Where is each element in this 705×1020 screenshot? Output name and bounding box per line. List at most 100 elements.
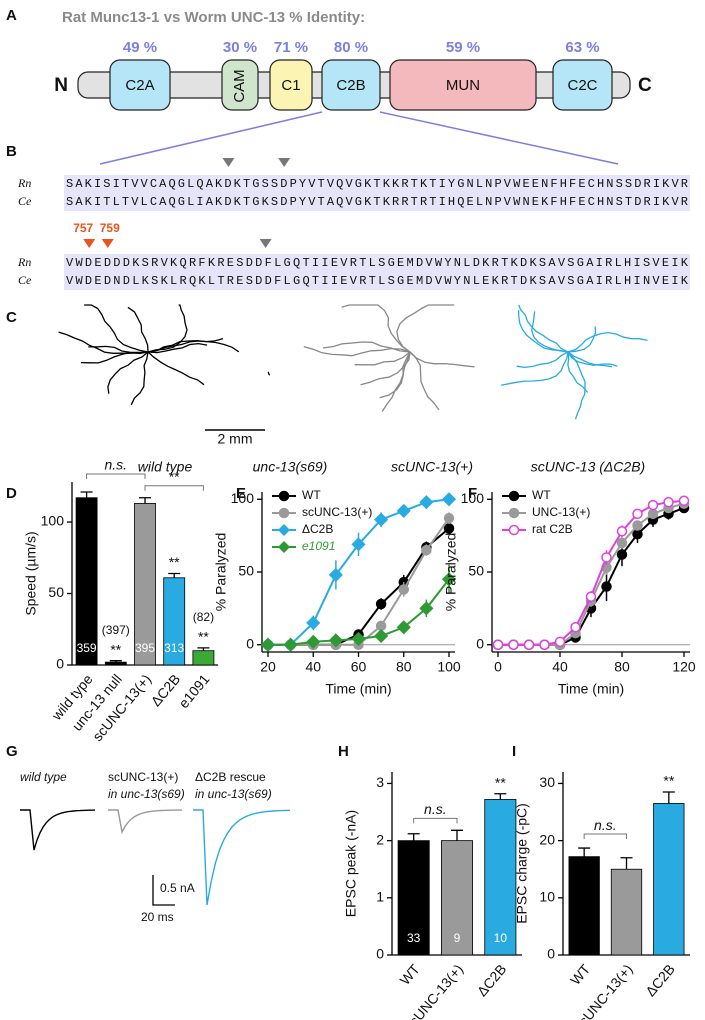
n-label: 10 xyxy=(494,931,508,945)
panel-letter: D xyxy=(6,485,17,502)
marker xyxy=(601,581,612,592)
marker xyxy=(616,537,628,549)
error-bar xyxy=(139,497,151,504)
epsc-trace xyxy=(193,809,291,906)
series-line xyxy=(268,498,450,646)
legend-label: WT xyxy=(532,488,551,502)
x-axis-label: Time (min) xyxy=(325,681,391,697)
worm-track xyxy=(567,351,589,393)
bar xyxy=(568,856,600,956)
domain-identity: 30 % xyxy=(223,39,257,56)
panel-letter: A xyxy=(6,7,17,24)
worm-track xyxy=(567,351,618,367)
marker xyxy=(328,633,343,648)
marker xyxy=(306,615,321,630)
trace-label: ΔC2B rescue xyxy=(195,770,266,784)
comparison-label: n.s. xyxy=(424,801,447,817)
marker xyxy=(616,526,628,537)
worm-track xyxy=(127,306,149,353)
marker xyxy=(616,549,628,560)
panel-letter: E xyxy=(236,485,246,502)
worm-track xyxy=(267,371,271,376)
marker xyxy=(375,598,387,610)
worm-track xyxy=(147,342,208,354)
domain xyxy=(221,59,259,111)
track-label: unc-13(s69) xyxy=(253,459,328,475)
significance: ** xyxy=(169,554,180,570)
x-tick-label: ΔC2B xyxy=(474,961,510,999)
legend-label: rat C2B xyxy=(532,522,573,536)
residue-number: 759 xyxy=(100,221,120,235)
error-bar xyxy=(80,491,93,498)
marker xyxy=(632,508,643,520)
bar xyxy=(440,840,473,956)
marker xyxy=(663,496,674,508)
alignment-shade xyxy=(64,175,690,211)
legend-marker xyxy=(278,507,290,519)
worm-track xyxy=(130,351,149,406)
legend-label: ΔC2B xyxy=(302,522,333,536)
panel-letter: I xyxy=(512,743,516,760)
worm-track xyxy=(500,351,569,386)
bar xyxy=(192,650,215,666)
y-tick-label: 100 xyxy=(461,490,485,506)
worm-track xyxy=(567,331,648,353)
x-tick-label: 100 xyxy=(437,659,461,675)
y-axis-label: % Paralyzed xyxy=(443,533,459,612)
error-bar xyxy=(578,847,591,857)
residue-number: 757 xyxy=(73,221,93,235)
error-bar xyxy=(109,660,122,663)
sequence: SAKISITVVCAQGLQAKDKTGSSDPYVTVQVGKTKKRTKT… xyxy=(66,177,688,191)
y-tick-label: 3 xyxy=(376,774,384,790)
x-axis-label: Time (min) xyxy=(558,681,624,697)
bar xyxy=(75,497,98,666)
marker xyxy=(508,639,519,650)
domain-identity: 49 % xyxy=(123,39,157,56)
legend-marker xyxy=(508,524,520,536)
domain-identity: 63 % xyxy=(565,39,599,56)
track-label: scUNC-13 (ΔC2B) xyxy=(531,459,645,475)
worm-track xyxy=(409,351,475,368)
species: Ce xyxy=(18,194,32,208)
marker xyxy=(443,523,455,534)
marker xyxy=(374,512,389,527)
error-bar xyxy=(451,829,463,841)
x-tick-label: e1091 xyxy=(175,671,212,711)
legend-label: UNC-13(+) xyxy=(532,505,590,519)
x-tick-label: 20 xyxy=(260,659,276,675)
worm-track xyxy=(147,337,224,353)
legend-marker xyxy=(278,541,290,553)
marker xyxy=(351,537,366,552)
x-tick-label: 0 xyxy=(494,659,502,675)
series-line xyxy=(498,507,685,646)
y-axis-label: % Paralyzed xyxy=(213,533,229,612)
comparison-label: ** xyxy=(169,468,180,484)
marker xyxy=(647,499,659,511)
n-label: 33 xyxy=(407,931,421,945)
x-tick-label: 80 xyxy=(396,659,412,675)
marker xyxy=(570,622,581,633)
x-tick-label: WT xyxy=(567,961,594,988)
species: Rn xyxy=(17,176,31,190)
comparison-bracket xyxy=(583,833,627,840)
legend-marker xyxy=(278,524,290,536)
trace-label: scUNC-13(+) xyxy=(108,770,178,784)
y-tick-label: 0 xyxy=(547,946,555,962)
marker xyxy=(601,552,612,563)
scale-current: 0.5 nA xyxy=(160,881,195,895)
legend-marker xyxy=(508,490,520,502)
bar xyxy=(104,661,127,666)
residue-marker xyxy=(278,158,291,167)
domain-identity: 71 % xyxy=(274,39,308,56)
marker xyxy=(398,584,409,595)
track-label: scUNC-13(+) xyxy=(391,459,473,475)
legend-label: scUNC-13(+) xyxy=(302,505,372,519)
worm-track xyxy=(58,331,149,354)
domain-name: CAM xyxy=(231,69,248,102)
trace-label: wild type xyxy=(20,770,67,784)
y-axis-label: Speed (µm/s) xyxy=(23,531,39,615)
worm-track xyxy=(517,310,569,353)
worm-track xyxy=(341,304,411,353)
domain-identity: 59 % xyxy=(446,39,480,56)
